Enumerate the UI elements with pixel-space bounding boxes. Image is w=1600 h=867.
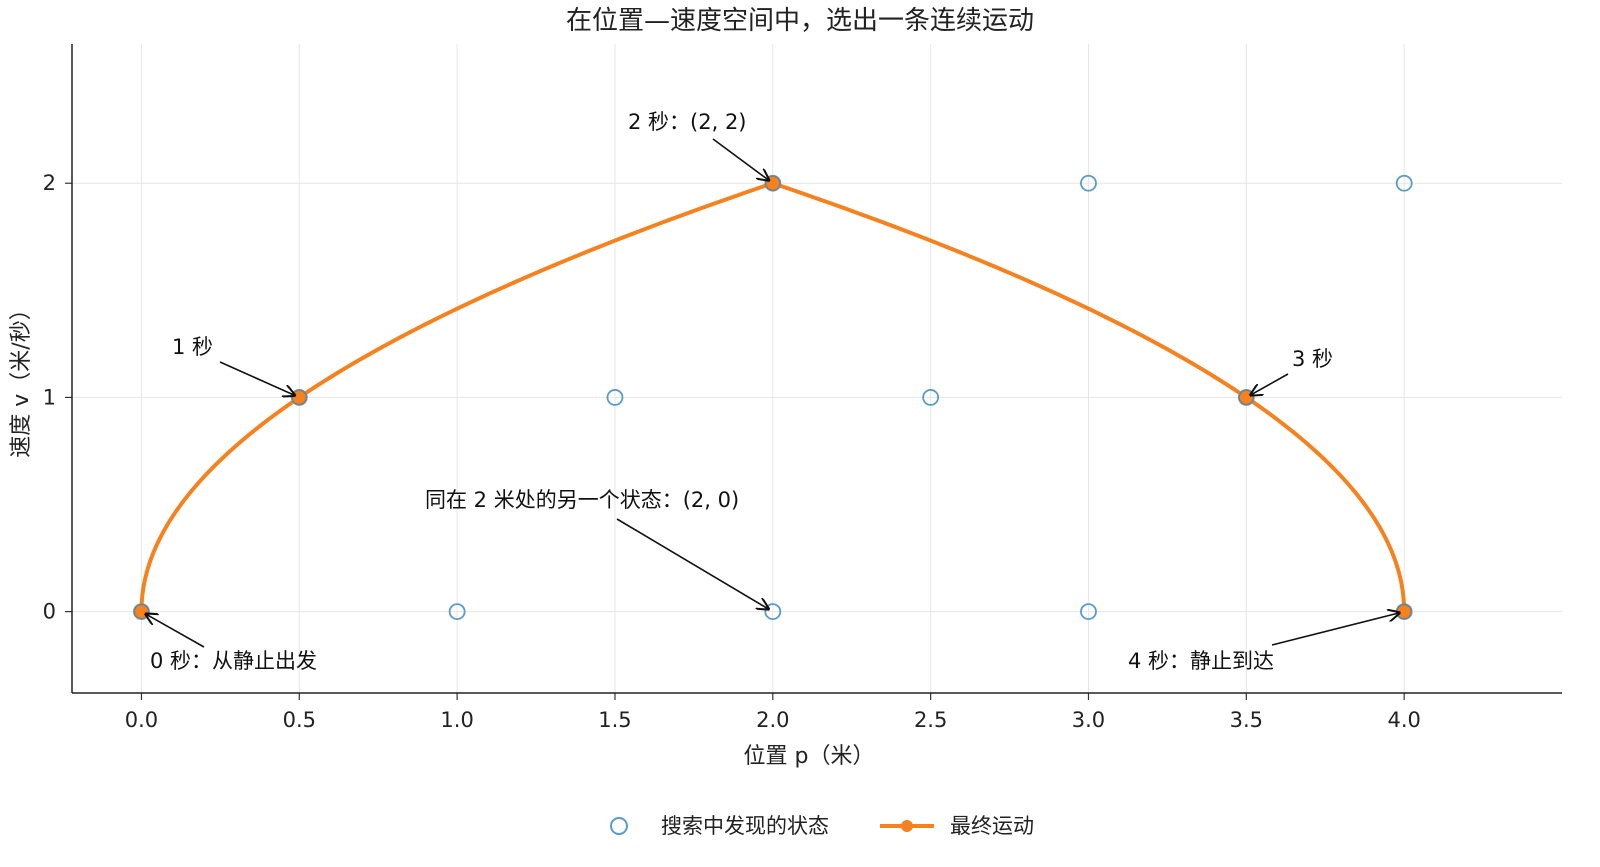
x-tick-label: 0.0	[125, 708, 158, 732]
axes: 0.0 0.5 1.0 1.5 2.0 2.5 3.0 3.5 4.0 0 1 2	[43, 44, 1562, 732]
x-tick-label: 2.5	[914, 708, 947, 732]
annotation-label: 1 秒	[172, 335, 213, 359]
annotation-label: 2 秒：(2, 2)	[628, 110, 747, 134]
annotation-arrow	[146, 614, 205, 648]
legend-marker-motion	[901, 820, 913, 832]
annotation-arrow	[712, 138, 769, 180]
legend-label-states: 搜索中发现的状态	[661, 814, 829, 838]
x-tick-label: 1.0	[440, 708, 473, 732]
motion-point	[1238, 389, 1254, 406]
annotation-arrow	[219, 361, 295, 395]
x-axis-title: 位置 p（米）	[744, 744, 875, 769]
chart-title: 在位置—速度空间中，选出一条连续运动	[566, 6, 1034, 36]
state-point	[922, 389, 940, 406]
x-tick-label: 0.5	[283, 708, 316, 732]
annotation-label: 3 秒	[1292, 347, 1333, 371]
grid	[72, 44, 1562, 693]
x-tick-label: 1.5	[598, 708, 631, 732]
state-point	[448, 603, 466, 621]
legend-marker-states	[610, 817, 628, 835]
state-point	[1395, 174, 1413, 192]
x-tick-label: 3.0	[1072, 708, 1105, 732]
state-point	[606, 389, 624, 406]
annotations-layer: 0 秒：从静止出发 1 秒 2 秒：(2, 2) 3 秒 4 秒：静止到达 同在 2 米处…	[146, 110, 1400, 673]
x-tick-label: 4.0	[1387, 708, 1420, 732]
state-point	[1080, 174, 1097, 192]
annotation-arrow	[616, 518, 769, 609]
annotation-label: 4 秒：静止到达	[1128, 649, 1274, 673]
annotation-arrow	[1251, 373, 1289, 395]
annotation-arrow	[1271, 613, 1399, 646]
y-axis-title: 速度 v（米/秒）	[9, 298, 34, 457]
motion-point	[291, 389, 307, 406]
state-point	[1080, 603, 1097, 621]
y-tick-label: 0	[43, 600, 56, 624]
x-tick-label: 2.0	[756, 708, 789, 732]
motion-point	[1396, 604, 1412, 620]
motion-point	[765, 175, 781, 191]
state-point	[764, 603, 782, 621]
y-tick-label: 2	[43, 171, 56, 195]
y-tick-label: 1	[43, 385, 56, 409]
legend: 搜索中发现的状态 最终运动	[610, 814, 1034, 838]
annotation-label: 同在 2 米处的另一个状态：(2, 0)	[425, 488, 739, 512]
motion-point	[133, 604, 150, 620]
x-tick-label: 3.5	[1230, 708, 1263, 732]
annotation-label: 0 秒：从静止出发	[150, 649, 317, 673]
legend-label-motion: 最终运动	[950, 814, 1034, 838]
